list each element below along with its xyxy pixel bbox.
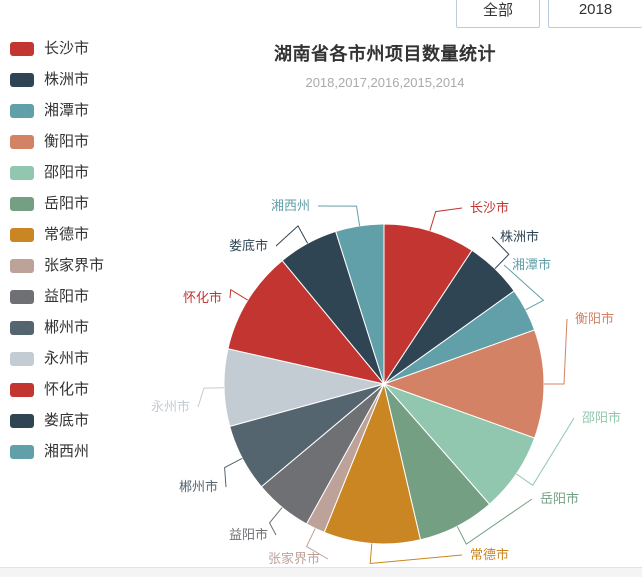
legend-item-13[interactable]: 湘西州 bbox=[0, 436, 150, 467]
legend-item-2[interactable]: 湘潭市 bbox=[0, 95, 150, 126]
legend-item-3[interactable]: 衡阳市 bbox=[0, 126, 150, 157]
leader-line-7 bbox=[305, 528, 329, 560]
legend-item-0[interactable]: 长沙市 bbox=[0, 33, 150, 64]
pie-label-11: 怀化市 bbox=[183, 290, 222, 305]
page-subtitle: 2018,2017,2016,2015,2014 bbox=[305, 75, 465, 90]
pie-label-13: 湘西州 bbox=[271, 198, 310, 213]
leader-line-1 bbox=[491, 236, 510, 270]
legend-swatch-icon bbox=[10, 227, 34, 242]
legend-swatch-icon bbox=[10, 134, 34, 149]
legend-swatch-icon bbox=[10, 444, 34, 459]
legend-swatch-icon bbox=[10, 165, 34, 180]
pie-label-12: 娄底市 bbox=[229, 238, 268, 253]
legend-item-9[interactable]: 郴州市 bbox=[0, 312, 150, 343]
legend-item-5[interactable]: 岳阳市 bbox=[0, 188, 150, 219]
legend-item-label: 邵阳市 bbox=[44, 164, 90, 181]
legend-item-4[interactable]: 邵阳市 bbox=[0, 157, 150, 188]
page-title: 湖南省各市州项目数量统计 bbox=[274, 44, 496, 64]
pie-label-7: 张家界市 bbox=[268, 551, 320, 566]
footer-divider bbox=[0, 567, 642, 577]
leader-line-0 bbox=[429, 207, 463, 231]
pie-label-8: 益阳市 bbox=[229, 527, 268, 542]
legend-item-label: 张家界市 bbox=[44, 257, 105, 274]
leader-line-9 bbox=[224, 457, 243, 488]
filter-button-all[interactable]: 全部 bbox=[456, 0, 540, 28]
leader-line-3 bbox=[544, 318, 568, 385]
legend-swatch-icon bbox=[10, 320, 34, 335]
top-toolbar: 全部 2018 bbox=[0, 0, 642, 30]
leader-line-10 bbox=[197, 387, 225, 408]
legend-item-label: 郴州市 bbox=[44, 319, 90, 336]
legend-item-label: 常德市 bbox=[44, 226, 90, 243]
legend-swatch-icon bbox=[10, 196, 34, 211]
legend-item-11[interactable]: 怀化市 bbox=[0, 374, 150, 405]
pie-slice-11[interactable] bbox=[227, 259, 386, 385]
leader-line-11 bbox=[229, 288, 248, 301]
leader-line-5 bbox=[456, 498, 533, 545]
legend-item-6[interactable]: 常德市 bbox=[0, 219, 150, 250]
legend-item-label: 长沙市 bbox=[44, 40, 90, 57]
legend-item-7[interactable]: 张家界市 bbox=[0, 250, 150, 281]
legend-swatch-icon bbox=[10, 72, 34, 87]
leader-line-12 bbox=[275, 225, 309, 247]
pie-label-5: 岳阳市 bbox=[540, 491, 579, 506]
pie-label-10: 永州市 bbox=[151, 399, 190, 414]
pie-label-0: 长沙市 bbox=[470, 200, 509, 215]
pie-label-leader-lines bbox=[197, 205, 575, 565]
legend-item-label: 湘潭市 bbox=[44, 102, 90, 119]
leader-line-13 bbox=[317, 205, 361, 226]
legend-swatch-icon bbox=[10, 289, 34, 304]
legend-swatch-icon bbox=[10, 103, 34, 118]
chart-legend: 长沙市株洲市湘潭市衡阳市邵阳市岳阳市常德市张家界市益阳市郴州市永州市怀化市娄底市… bbox=[0, 33, 150, 467]
pie-label-9: 郴州市 bbox=[179, 479, 218, 494]
filter-button-year-label: 2018 bbox=[578, 1, 613, 18]
legend-item-label: 岳阳市 bbox=[44, 195, 90, 212]
pie-slice-13[interactable] bbox=[335, 223, 385, 385]
leader-line-2 bbox=[503, 264, 545, 311]
filter-button-all-label: 全部 bbox=[482, 2, 513, 19]
legend-item-label: 衡阳市 bbox=[44, 133, 90, 150]
pie-label-2: 湘潭市 bbox=[512, 257, 551, 272]
legend-item-label: 湘西州 bbox=[44, 443, 90, 460]
legend-swatch-icon bbox=[10, 351, 34, 366]
leader-line-4 bbox=[516, 417, 575, 487]
leader-line-6 bbox=[369, 543, 463, 565]
legend-item-label: 怀化市 bbox=[44, 381, 90, 398]
legend-item-label: 娄底市 bbox=[44, 412, 90, 429]
pie-label-1: 株洲市 bbox=[500, 229, 539, 244]
legend-swatch-icon bbox=[10, 41, 34, 56]
legend-item-8[interactable]: 益阳市 bbox=[0, 281, 150, 312]
filter-button-year[interactable]: 2018 bbox=[548, 0, 642, 28]
legend-swatch-icon bbox=[10, 413, 34, 428]
legend-item-12[interactable]: 娄底市 bbox=[0, 405, 150, 436]
legend-swatch-icon bbox=[10, 382, 34, 397]
legend-item-1[interactable]: 株洲市 bbox=[0, 64, 150, 95]
legend-item-10[interactable]: 永州市 bbox=[0, 343, 150, 374]
legend-item-label: 株洲市 bbox=[44, 71, 90, 88]
legend-swatch-icon bbox=[10, 258, 34, 273]
pie-slice-3[interactable] bbox=[382, 329, 545, 439]
pie-label-4: 邵阳市 bbox=[582, 410, 621, 425]
pie-label-6: 常德市 bbox=[470, 547, 509, 562]
legend-item-label: 永州市 bbox=[44, 350, 90, 367]
leader-line-8 bbox=[268, 507, 283, 536]
chart-title-block: 湖南省各市州项目数量统计 2018,2017,2016,2015,2014 bbox=[150, 40, 620, 90]
pie-label-3: 衡阳市 bbox=[575, 311, 614, 326]
pie-slices bbox=[223, 223, 545, 545]
pie-slice-0[interactable] bbox=[383, 223, 473, 386]
legend-item-label: 益阳市 bbox=[44, 288, 90, 305]
